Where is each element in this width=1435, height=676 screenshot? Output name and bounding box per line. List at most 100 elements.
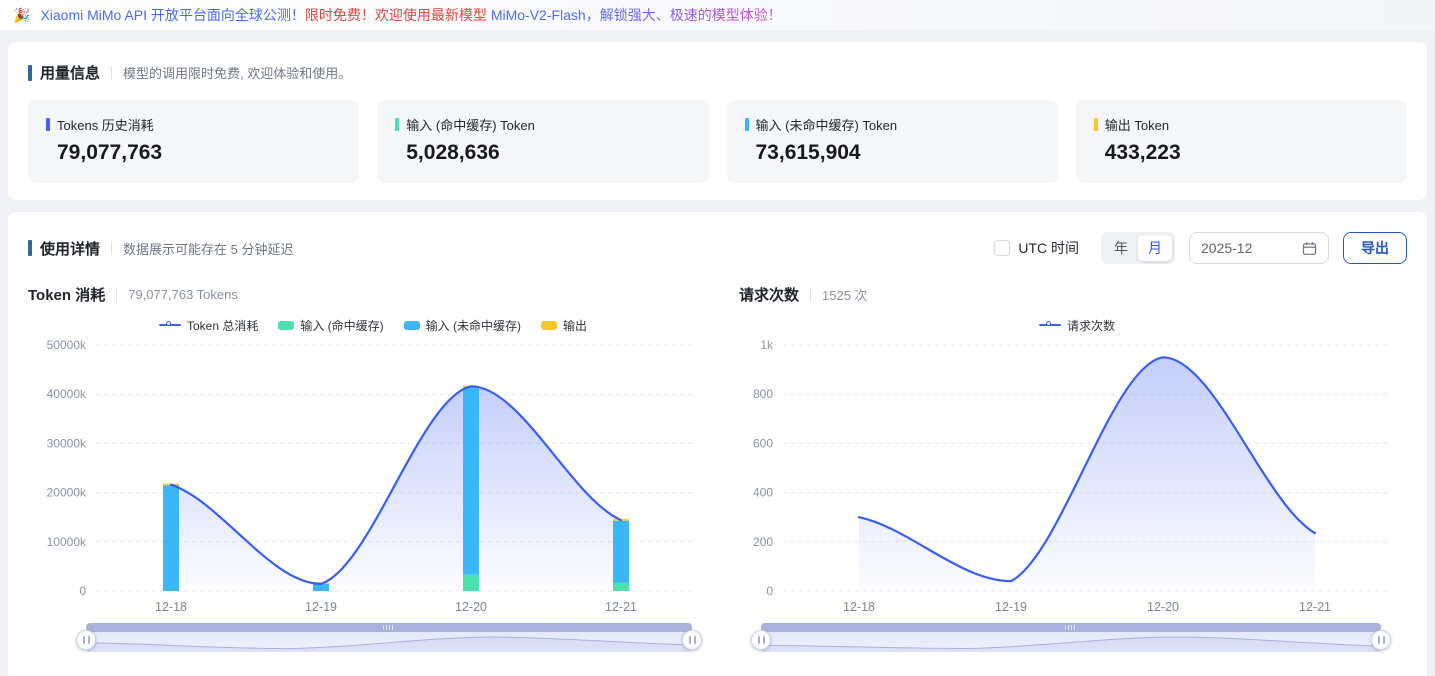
datazoom-left-handle[interactable] <box>76 630 96 650</box>
legend-item[interactable]: Token 总消耗 <box>158 317 259 334</box>
svg-text:30000k: 30000k <box>47 436 87 450</box>
stat-color-chip <box>46 118 50 131</box>
announcement-banner: 🎉 Xiaomi MiMo API 开放平台面向全球公测！ 限时免费！欢迎使用最… <box>0 0 1435 30</box>
banner-text-model: MiMo-V2-Flash <box>490 7 586 23</box>
datazoom-preview <box>761 632 1381 652</box>
utc-checkbox[interactable] <box>994 240 1011 256</box>
legend-item[interactable]: 输入 (未命中缓存) <box>403 317 521 334</box>
stat-value: 5,028,636 <box>406 141 500 164</box>
legend-line-symbol <box>1038 321 1061 326</box>
stat-value: 433,223 <box>1104 141 1181 164</box>
svg-text:20000k: 20000k <box>47 486 87 500</box>
svg-text:800: 800 <box>753 387 773 401</box>
legend-rect-symbol <box>403 320 420 330</box>
requests-chart-legend: 请求次数 <box>739 317 1415 333</box>
stat-card-header: 输入 (命中缓存) Token <box>395 115 690 134</box>
calendar-icon <box>1302 241 1317 255</box>
svg-text:12-21: 12-21 <box>605 600 637 614</box>
svg-text:12-21: 12-21 <box>1299 600 1331 614</box>
period-option-year[interactable]: 年 <box>1114 240 1128 256</box>
usage-section-header: 用量信息 模型的调用限时免费, 欢迎体验和使用。 <box>28 62 1407 83</box>
svg-text:0: 0 <box>79 584 86 598</box>
datazoom-preview-curve <box>761 636 1381 652</box>
legend-item[interactable]: 请求次数 <box>1038 317 1115 334</box>
period-option-month[interactable]: 月 <box>1138 235 1172 261</box>
datazoom-left-handle[interactable] <box>751 630 771 650</box>
svg-text:1k: 1k <box>760 338 774 352</box>
detail-section-header: 使用详情 数据展示可能存在 5 分钟延迟 UTC 时间 年 月 2025-12 <box>28 232 1407 264</box>
utc-checkbox-label: UTC 时间 <box>1018 240 1079 256</box>
tokens-chart-block: Token 消耗 79,077,763 Tokens Token 总消耗 输入 (… <box>28 284 718 652</box>
legend-label: Token 总消耗 <box>186 318 259 333</box>
datazoom-range-bar[interactable] <box>761 623 1381 632</box>
stat-color-chip <box>1093 118 1098 131</box>
legend-label: 输出 <box>563 318 588 333</box>
usage-section-title: 用量信息 <box>40 65 101 82</box>
svg-text:12-19: 12-19 <box>305 600 337 614</box>
legend-label: 输入 (命中缓存) <box>300 318 384 333</box>
svg-text:0: 0 <box>766 584 773 598</box>
requests-chart-title-row: 请求次数 1525 次 <box>739 284 1415 305</box>
stat-color-chip <box>744 118 749 131</box>
stat-label: 输出 Token <box>1104 118 1170 133</box>
date-picker[interactable]: 2025-12 <box>1189 232 1329 264</box>
datazoom-right-handle[interactable] <box>682 630 702 650</box>
tokens-chart-legend: Token 总消耗 输入 (命中缓存) 输入 (未命中缓存) 输出 <box>28 317 718 333</box>
party-popper-icon: 🎉 <box>13 6 31 23</box>
stat-card-header: 输入 (未命中缓存) Token <box>744 115 1040 134</box>
tokens-chart-canvas[interactable]: 0 10000k 20000k 30000k 40000k 50000k 12-18 12-1… <box>28 333 718 615</box>
svg-text:40000k: 40000k <box>47 387 87 401</box>
requests-datazoom-slider[interactable] <box>751 623 1391 652</box>
charts-row: Token 消耗 79,077,763 Tokens Token 总消耗 输入 (… <box>28 284 1407 652</box>
svg-text:12-19: 12-19 <box>995 600 1027 614</box>
date-picker-value: 2025-12 <box>1201 240 1253 256</box>
stat-card-total-tokens: Tokens 历史消耗 79,077,763 <box>28 100 360 183</box>
svg-text:200: 200 <box>753 535 773 549</box>
legend-item[interactable]: 输出 <box>541 317 587 334</box>
stat-label: Tokens 历史消耗 <box>57 118 154 133</box>
svg-text:12-20: 12-20 <box>1147 600 1179 614</box>
tokens-chart-total: 79,077,763 Tokens <box>128 287 238 302</box>
requests-chart-title: 请求次数 <box>739 287 800 304</box>
svg-text:12-20: 12-20 <box>455 600 487 614</box>
header-divider <box>116 287 118 302</box>
legend-label: 输入 (未命中缓存) <box>425 318 521 333</box>
stat-card-cache-miss: 输入 (未命中缓存) Token 73,615,904 <box>726 100 1058 183</box>
usage-section: 用量信息 模型的调用限时免费, 欢迎体验和使用。 Tokens 历史消耗 79,… <box>8 42 1427 200</box>
header-divider <box>111 241 113 255</box>
stat-label: 输入 (未命中缓存) Token <box>755 118 898 133</box>
tokens-chart-title: Token 消耗 <box>28 287 106 304</box>
requests-chart-block: 请求次数 1525 次 请求次数 0 200 400 600 800 1k 12-18 12-… <box>739 284 1415 652</box>
legend-rect-symbol <box>541 320 557 330</box>
banner-text-free: 限时免费！欢迎使用最新模型 <box>304 7 491 23</box>
stat-value: 73,615,904 <box>755 141 861 164</box>
svg-text:600: 600 <box>753 436 773 450</box>
legend-item[interactable]: 输入 (命中缓存) <box>278 317 384 334</box>
stat-card-cache-hit: 输入 (命中缓存) Token 5,028,636 <box>377 100 709 183</box>
legend-label: 请求次数 <box>1066 318 1115 333</box>
utc-checkbox-group[interactable]: UTC 时间 <box>994 238 1079 258</box>
requests-chart-total: 1525 次 <box>822 288 868 303</box>
usage-detail-section: 使用详情 数据展示可能存在 5 分钟延迟 UTC 时间 年 月 2025-12 <box>8 212 1427 676</box>
datazoom-grip-icon <box>1065 625 1077 630</box>
datazoom-range-bar[interactable] <box>86 623 692 632</box>
detail-section-subtitle: 数据展示可能存在 5 分钟延迟 <box>123 241 294 257</box>
svg-text:50000k: 50000k <box>47 338 87 352</box>
export-button[interactable]: 导出 <box>1343 232 1407 264</box>
datazoom-right-handle[interactable] <box>1371 630 1391 650</box>
stat-color-chip <box>395 118 400 131</box>
header-divider <box>810 287 812 302</box>
datazoom-preview-curve <box>86 636 692 652</box>
section-accent-bar <box>28 64 32 81</box>
datazoom-grip-icon <box>383 625 395 630</box>
svg-text:10000k: 10000k <box>47 535 87 549</box>
svg-text:400: 400 <box>753 486 773 500</box>
requests-chart-canvas[interactable]: 0 200 400 600 800 1k 12-18 12-19 12-20 12-21 <box>739 333 1415 615</box>
usage-section-subtitle: 模型的调用限时免费, 欢迎体验和使用。 <box>123 66 352 81</box>
banner-text-tagline: ，解锁强大、极速的模型体验！ <box>585 7 782 23</box>
detail-controls: UTC 时间 年 月 2025-12 导出 <box>994 232 1407 264</box>
detail-section-title: 使用详情 <box>40 240 101 258</box>
period-toggle: 年 月 <box>1101 232 1175 264</box>
tokens-datazoom-slider[interactable] <box>76 623 702 652</box>
legend-line-symbol <box>158 321 181 326</box>
